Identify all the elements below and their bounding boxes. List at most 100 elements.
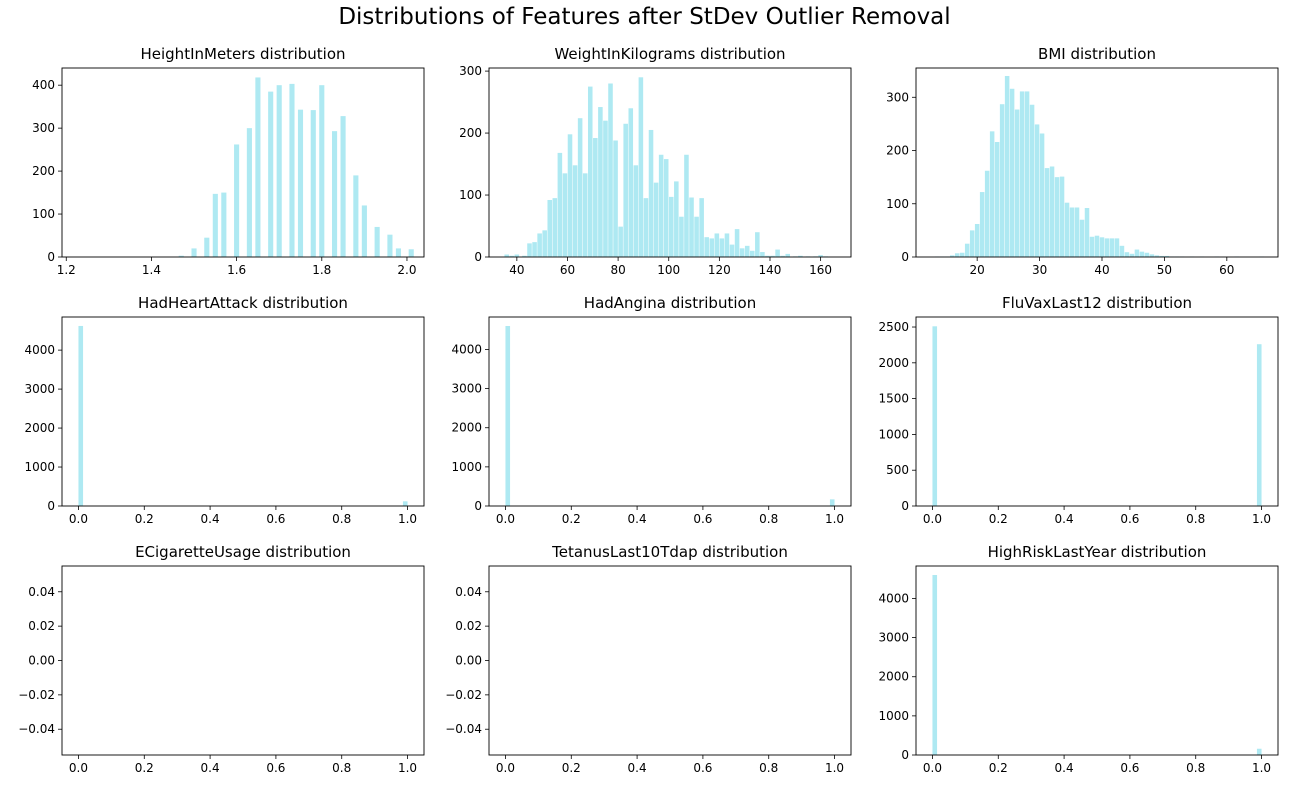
y-tick-label: 300	[886, 90, 909, 104]
subplot: TetanusLast10Tdap distribution 0.0 0.2 0.4 0…	[445, 543, 852, 775]
histogram-bar	[679, 216, 684, 257]
x-tick-label: 0.6	[266, 512, 285, 526]
x-tick-label: 0.0	[923, 761, 942, 775]
y-tick-label: 200	[459, 126, 482, 140]
subplot-title: HeightInMeters distribution	[140, 45, 345, 63]
histogram-bar	[994, 142, 1000, 257]
x-tick-label: 0.8	[759, 761, 778, 775]
y-tick-label: 300	[459, 64, 482, 78]
x-tick-label: 100	[657, 263, 680, 277]
histogram-bar	[1079, 219, 1085, 257]
x-tick-label: 0.6	[1120, 512, 1139, 526]
y-tick-label: 4000	[24, 343, 55, 357]
histogram-bar	[755, 232, 760, 257]
subplot-title: HighRiskLastYear distribution	[988, 543, 1207, 561]
y-tick-label: 2000	[451, 421, 482, 435]
histogram-bar	[1044, 168, 1050, 257]
histogram-bar	[353, 175, 359, 257]
histogram-bar	[234, 144, 240, 257]
x-tick-label: 0.4	[1055, 761, 1074, 775]
histogram-bar	[932, 326, 938, 506]
histogram-bar	[532, 242, 537, 257]
histogram-bar	[608, 83, 613, 257]
axes-frame	[61, 565, 425, 756]
x-tick-label: 80	[610, 263, 625, 277]
x-tick-label: 0.4	[628, 512, 647, 526]
histogram-bar	[1119, 245, 1125, 257]
x-tick-label: 60	[1219, 263, 1234, 277]
subplot: HighRiskLastYear distribution 0.0 0.2 0.4 0.…	[878, 543, 1279, 775]
x-tick-label: 0.4	[628, 761, 647, 775]
y-tick-label: 400	[32, 78, 55, 92]
axes-frame	[61, 67, 425, 258]
x-tick-label: 1.0	[1252, 512, 1271, 526]
histogram-bar	[178, 255, 184, 257]
histogram-bar	[724, 233, 730, 257]
axes-frame	[488, 565, 852, 756]
y-tick-label: 1000	[878, 427, 909, 441]
histogram-bar	[310, 110, 316, 257]
histogram-bar	[572, 165, 578, 257]
x-tick-label: 1.4	[142, 263, 161, 277]
histogram-bar	[332, 131, 338, 257]
x-tick-label: 0.0	[923, 512, 942, 526]
histogram-bar	[361, 205, 367, 257]
x-tick-label: 0.6	[1120, 761, 1139, 775]
x-tick-label: 2.0	[397, 263, 416, 277]
axes-frame	[915, 67, 1279, 258]
figure-title: Distributions of Features after StDev Ou…	[338, 4, 951, 30]
histogram-bar	[221, 192, 227, 257]
axes-frame	[915, 565, 1279, 756]
x-tick-label: 1.0	[398, 512, 417, 526]
subplot-title: TetanusLast10Tdap distribution	[551, 543, 788, 561]
histogram-bar	[1109, 238, 1115, 257]
histogram-bar	[694, 216, 699, 257]
x-tick-label: 160	[809, 263, 832, 277]
axes-frame	[488, 67, 852, 258]
histogram-bar	[719, 238, 725, 257]
x-tick-label: 1.0	[398, 761, 417, 775]
x-tick-label: 0.2	[562, 512, 581, 526]
y-tick-label: 0.02	[455, 619, 482, 633]
subplot: WeightInKilograms distribution 40 60 80 100 1…	[459, 45, 852, 277]
y-tick-label: 100	[459, 188, 482, 202]
histogram-bar	[319, 85, 325, 257]
histogram-bar	[628, 108, 634, 257]
y-tick-label: 3000	[451, 382, 482, 396]
histogram-bar	[587, 86, 593, 257]
histogram-bar	[729, 244, 735, 257]
x-tick-label: 1.0	[1252, 761, 1271, 775]
histogram-bar	[297, 109, 304, 257]
histogram-bar	[246, 128, 252, 257]
histogram-bar	[1014, 109, 1020, 257]
histogram-bar	[387, 234, 393, 257]
histogram-bar	[1049, 166, 1055, 257]
x-tick-label: 1.8	[312, 263, 331, 277]
histogram-bar	[1069, 207, 1075, 257]
histogram-bar	[1256, 344, 1262, 506]
y-tick-label: 1000	[878, 709, 909, 723]
histogram-bar	[542, 230, 547, 257]
histogram-bar	[714, 233, 720, 257]
histogram-bar	[1024, 91, 1030, 257]
histogram-bar	[989, 131, 995, 257]
axes-frame	[488, 316, 852, 507]
subplot: HeightInMeters distribution 1.2 1.4 1.6 1.8 2…	[32, 45, 425, 277]
histogram-bar	[749, 250, 755, 257]
y-tick-label: 1000	[451, 460, 482, 474]
y-tick-label: 2000	[24, 421, 55, 435]
histogram-bar	[1144, 252, 1150, 257]
y-tick-label: 0.04	[28, 585, 55, 599]
axes-frame	[61, 316, 425, 507]
histogram-bar	[1094, 235, 1100, 257]
histogram-bar	[408, 249, 414, 257]
histogram-bar	[1139, 251, 1145, 257]
histogram-bar	[999, 104, 1005, 257]
x-tick-label: 0.4	[201, 761, 220, 775]
histogram-bar	[1064, 202, 1070, 257]
histogram-bar	[1029, 104, 1035, 257]
subplot-title: FluVaxLast12 distribution	[1002, 294, 1192, 312]
histogram-bar	[1124, 252, 1130, 257]
x-tick-label: 0.8	[332, 761, 351, 775]
